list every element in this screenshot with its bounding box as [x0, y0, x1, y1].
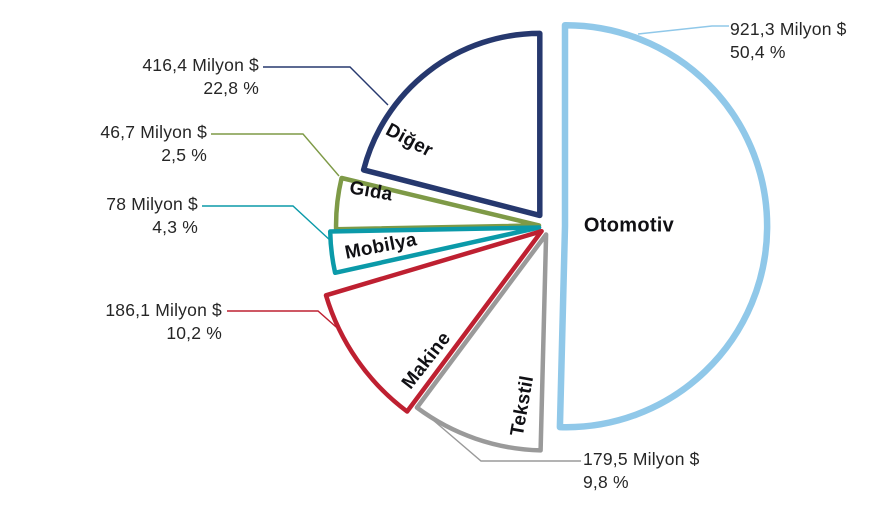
callout-tekstil-percent: 9,8 % [583, 472, 629, 492]
leader-line-mobilya [202, 205, 333, 243]
callout-mobilya-amount: 78 Milyon $ [106, 194, 198, 214]
callout-makine-percent: 10,2 % [166, 323, 222, 343]
leader-line-gida [211, 133, 340, 177]
callout-gida: 46,7 Milyon $ 2,5 % [100, 121, 207, 167]
pie-slice-makine [323, 228, 544, 414]
pie-slice-otomotiv [556, 21, 771, 431]
callout-tekstil-amount: 179,5 Milyon $ [583, 449, 700, 469]
leader-line-diger [263, 66, 389, 106]
pie-slice-tekstil [414, 232, 549, 453]
leader-line-otomotiv [637, 25, 729, 35]
callout-otomotiv-amount: 921,3 Milyon $ [730, 19, 847, 39]
callout-makine: 186,1 Milyon $ 10,2 % [105, 299, 222, 345]
callout-diger-percent: 22,8 % [203, 78, 259, 98]
leader-line-tekstil [425, 413, 581, 462]
callout-otomotiv: 921,3 Milyon $ 50,4 % [730, 18, 847, 64]
callout-mobilya: 78 Milyon $ 4,3 % [106, 193, 198, 239]
callout-diger-amount: 416,4 Milyon $ [142, 55, 259, 75]
pie-slice-mobilya [327, 225, 542, 276]
callout-tekstil: 179,5 Milyon $ 9,8 % [583, 448, 700, 494]
callout-otomotiv-percent: 50,4 % [730, 42, 786, 62]
callout-mobilya-percent: 4,3 % [152, 217, 198, 237]
callout-gida-percent: 2,5 % [161, 145, 207, 165]
slice-label-otomotiv: Otomotiv [583, 214, 675, 237]
leader-line-makine [227, 310, 345, 335]
pie-slice-diger [360, 30, 543, 219]
callout-diger: 416,4 Milyon $ 22,8 % [142, 54, 259, 100]
callout-gida-amount: 46,7 Milyon $ [100, 122, 207, 142]
callout-makine-amount: 186,1 Milyon $ [105, 300, 222, 320]
